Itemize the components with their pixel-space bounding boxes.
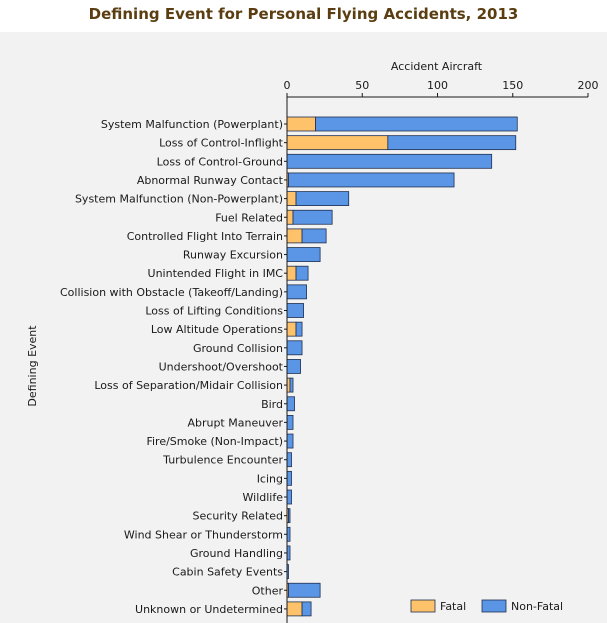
bar-non-fatal — [292, 209, 333, 225]
category-label: Low Altitude Operations — [151, 323, 283, 336]
x-tick-label: 0 — [284, 79, 291, 92]
bar-non-fatal — [286, 396, 295, 412]
category-label: Wildlife — [243, 491, 284, 504]
x-tick-label: 150 — [502, 79, 523, 92]
bar-non-fatal — [286, 303, 304, 318]
category-label: Undershoot/Overshoot — [159, 360, 284, 373]
category-label: Ground Collision — [193, 342, 283, 355]
bar-non-fatal — [286, 433, 294, 449]
category-label: Loss of Control-Ground — [157, 155, 283, 168]
category-label: Loss of Separation/Midair Collision — [94, 379, 283, 392]
bar-non-fatal — [286, 470, 292, 486]
bar-non-fatal — [288, 508, 291, 524]
category-label: Bird — [261, 398, 283, 411]
bar-non-fatal — [295, 321, 303, 337]
bar-non-fatal — [286, 452, 292, 468]
bar-non-fatal — [295, 265, 309, 281]
category-label: Unknown or Undetermined — [135, 603, 283, 616]
bar-fatal — [286, 191, 297, 207]
category-label: Loss of Lifting Conditions — [145, 305, 283, 318]
bar-non-fatal — [286, 247, 321, 262]
category-label: Loss of Control-Inflight — [159, 137, 284, 150]
category-label: Ground Handling — [190, 547, 283, 560]
bar-non-fatal — [288, 582, 321, 598]
category-label: Cabin Safety Events — [172, 566, 283, 579]
category-label: System Malfunction (Non-Powerplant) — [75, 193, 283, 206]
bar-non-fatal — [295, 191, 350, 207]
bar-non-fatal — [286, 489, 292, 505]
bar-fatal — [286, 135, 389, 151]
category-label: Runway Excursion — [183, 249, 283, 262]
category-label: Icing — [257, 472, 283, 485]
category-label: Fire/Smoke (Non-Impact) — [146, 435, 283, 448]
bar-non-fatal — [286, 153, 493, 169]
x-tick-label: 50 — [355, 79, 369, 92]
category-label: Fuel Related — [215, 211, 283, 224]
bar-non-fatal — [288, 172, 455, 188]
bar-non-fatal — [286, 340, 303, 356]
legend-label: Fatal — [440, 600, 466, 613]
category-label: Wind Shear or Thunderstorm — [124, 528, 283, 541]
legend-swatch — [410, 599, 436, 613]
bar-non-fatal — [286, 359, 301, 374]
category-labels: System Malfunction (Powerplant) Loss of C… — [60, 118, 287, 616]
bar-non-fatal — [289, 377, 294, 393]
bar-non-fatal — [286, 414, 294, 430]
legend-label: Non-Fatal — [511, 600, 563, 613]
bar-non-fatal — [301, 228, 327, 244]
legend: Fatal Non-Fatal — [410, 599, 563, 613]
bar-fatal — [286, 265, 297, 281]
chart-title: Defining Event for Personal Flying Accid… — [88, 5, 519, 23]
bar-fatal — [286, 116, 316, 132]
category-label: Collision with Obstacle (Takeoff/Landing… — [60, 286, 283, 299]
category-label: Abrupt Maneuver — [187, 416, 283, 429]
x-tick-label: 100 — [427, 79, 448, 92]
bar-group — [286, 116, 518, 617]
bar-non-fatal — [315, 116, 518, 132]
bar-fatal — [286, 228, 303, 244]
x-axis-label: Accident Aircraft — [391, 60, 483, 73]
category-label: Security Related — [193, 510, 283, 523]
bar-fatal — [286, 601, 303, 617]
bar-non-fatal — [301, 601, 312, 617]
category-label: System Malfunction (Powerplant) — [101, 118, 283, 131]
y-axis-label: Defining Event — [26, 325, 39, 407]
bar-fatal — [286, 209, 294, 225]
category-label: Unintended Flight in IMC — [148, 267, 284, 280]
category-label: Abnormal Runway Contact — [137, 174, 284, 187]
category-label: Turbulence Encounter — [162, 454, 283, 467]
legend-swatch — [481, 599, 507, 613]
bar-non-fatal — [286, 284, 307, 300]
x-tick-label: 200 — [578, 79, 599, 92]
category-label: Controlled Flight Into Terrain — [127, 230, 283, 243]
bar-fatal — [286, 321, 297, 337]
category-label: Other — [252, 584, 284, 597]
x-axis: 0 50 100 150 200 — [284, 79, 599, 623]
bar-non-fatal — [387, 135, 517, 151]
